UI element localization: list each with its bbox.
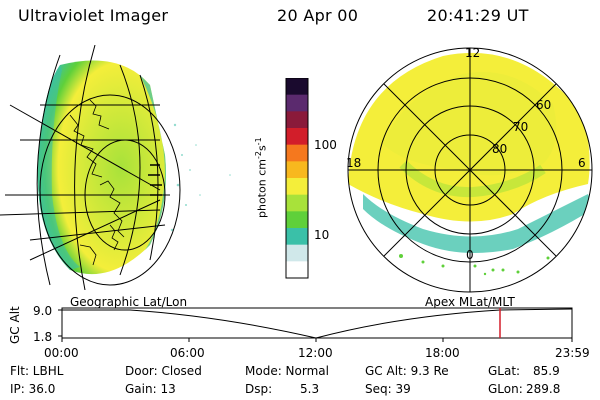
colorbar-axis-label: photon cm-2s-1 bbox=[254, 137, 269, 218]
dsp-value: 5.3 bbox=[300, 382, 320, 396]
colorbar-segment bbox=[286, 194, 308, 212]
door-readout: Door: Closed bbox=[125, 364, 202, 378]
colorbar-segment bbox=[286, 178, 308, 196]
xtick-2359: 23:59 bbox=[555, 346, 590, 360]
mode-readout: Mode: Normal bbox=[245, 364, 329, 378]
glat-value: 85.9 bbox=[533, 364, 560, 378]
colorbar-frame bbox=[285, 77, 309, 279]
lat-label-60: 60 bbox=[536, 98, 552, 112]
ip-readout: IP: 36.0 bbox=[10, 382, 56, 396]
colorbar-label-text: photon cm bbox=[255, 159, 269, 218]
yaxis-label: GC Alt bbox=[8, 306, 22, 344]
filter-readout: Flt: LBHL bbox=[10, 364, 64, 378]
image-date: 20 Apr 00 bbox=[277, 6, 359, 25]
color-scale: 100 10 photon cm-2s-1 bbox=[254, 77, 337, 288]
polar-mlt-panel bbox=[347, 47, 593, 293]
image-time: 20:41:29 UT bbox=[427, 6, 529, 25]
altitude-timeline bbox=[58, 307, 573, 342]
colorbar-segment bbox=[286, 161, 308, 179]
ytick-bottom: 1.8 bbox=[33, 330, 53, 344]
colorbar-svg bbox=[285, 77, 309, 279]
altitude-curve bbox=[62, 308, 573, 339]
mlt-label-18: 18 bbox=[346, 156, 362, 170]
dsp-label: Dsp: bbox=[245, 382, 273, 396]
lat-label-80: 80 bbox=[492, 142, 508, 156]
xtick-1200: 12:00 bbox=[298, 346, 333, 360]
right-panel-caption: Apex MLat/MLT bbox=[425, 295, 515, 309]
colorbar-segment bbox=[286, 111, 308, 129]
geographic-image-panel bbox=[0, 45, 231, 290]
gain-readout: Gain: 13 bbox=[125, 382, 176, 396]
emission-region bbox=[37, 60, 167, 275]
colorbar-tick-10: 10 bbox=[314, 228, 330, 242]
gc-alt-readout: GC Alt: 9.3 Re bbox=[365, 364, 449, 378]
colorbar-segment bbox=[286, 78, 308, 96]
mlt-label-6: 6 bbox=[578, 156, 586, 170]
colorbar-segment bbox=[286, 144, 308, 162]
colorbar-tick-100: 100 bbox=[314, 138, 337, 152]
colorbar-segment bbox=[286, 261, 308, 279]
mlt-label-0: 0 bbox=[466, 248, 474, 262]
colorbar-segment bbox=[286, 94, 308, 112]
ytick-top: 9.0 bbox=[33, 304, 53, 318]
mlt-label-12: 12 bbox=[465, 46, 481, 60]
colorbar-label-s: s bbox=[255, 145, 269, 152]
colorbar-segment bbox=[286, 244, 308, 262]
colorbar-segment bbox=[286, 128, 308, 146]
glon-value: 289.8 bbox=[526, 382, 561, 396]
colorbar-segment bbox=[286, 211, 308, 229]
xtick-0000: 00:00 bbox=[44, 346, 79, 360]
image-title: Ultraviolet Imager bbox=[18, 6, 169, 25]
xtick-1800: 18:00 bbox=[425, 346, 460, 360]
lat-label-70: 70 bbox=[513, 120, 529, 134]
glon-label: GLon: bbox=[488, 382, 523, 396]
colorbar-label-sup1: -2 bbox=[254, 151, 263, 160]
left-panel-caption: Geographic Lat/Lon bbox=[70, 295, 188, 309]
colorbar-label-sup2: -1 bbox=[254, 137, 263, 146]
glat-label: GLat: bbox=[488, 364, 521, 378]
seq-readout: Seq: 39 bbox=[365, 382, 411, 396]
colorbar-segment bbox=[286, 228, 308, 246]
xtick-0600: 06:00 bbox=[170, 346, 205, 360]
